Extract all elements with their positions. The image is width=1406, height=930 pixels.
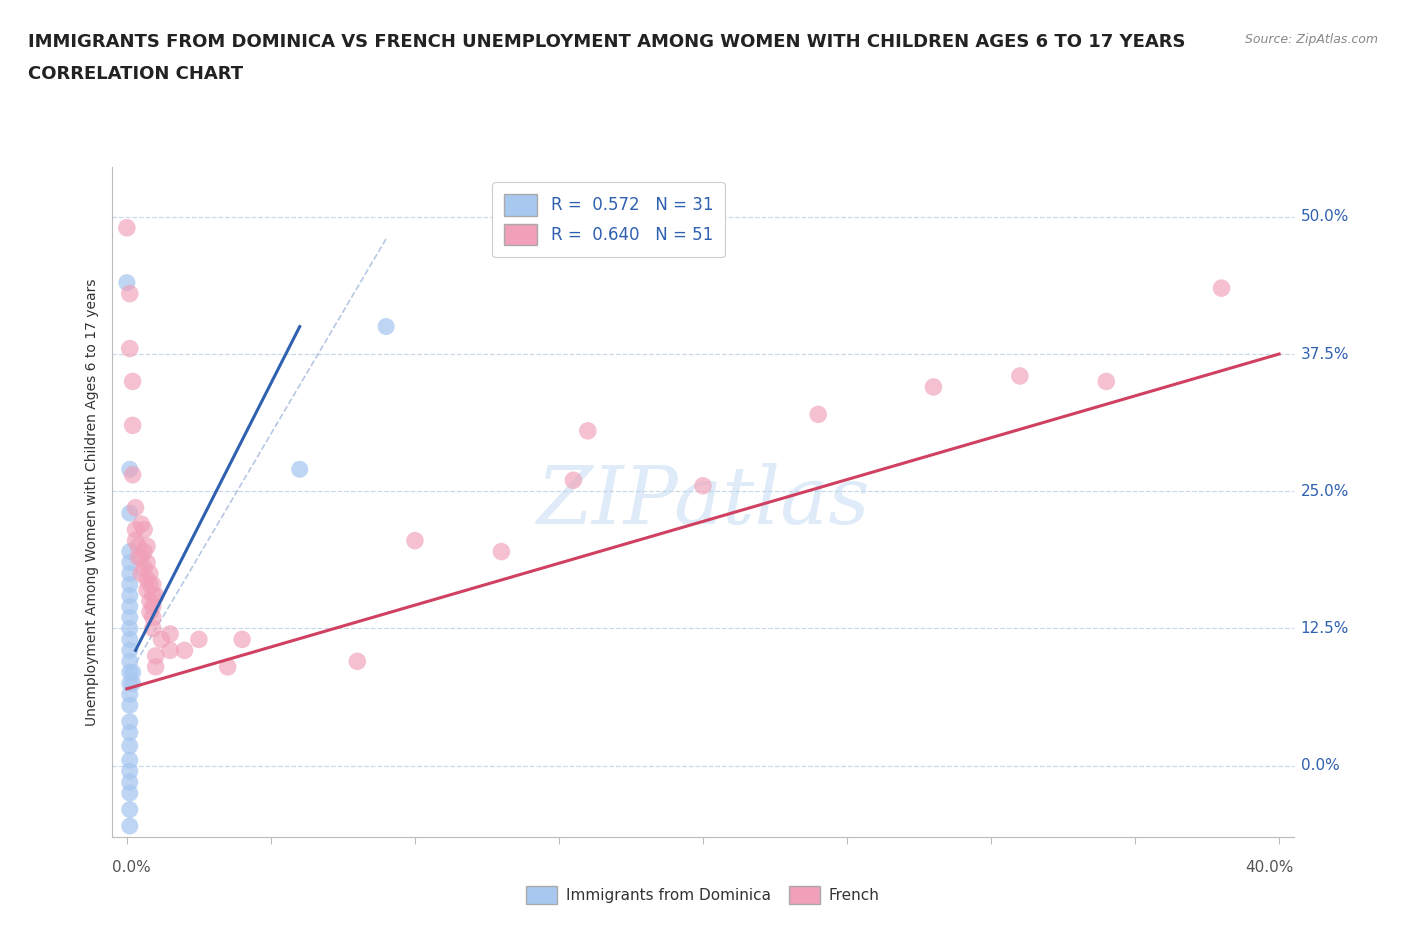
Point xyxy=(1211,281,1233,296)
Text: 0.0%: 0.0% xyxy=(112,860,152,875)
Point xyxy=(139,593,162,608)
Point xyxy=(139,604,162,619)
Point xyxy=(115,275,138,290)
Text: 25.0%: 25.0% xyxy=(1301,484,1348,498)
Point xyxy=(118,588,141,603)
Point xyxy=(375,319,398,334)
Point xyxy=(134,523,156,538)
Text: ZIPatlas: ZIPatlas xyxy=(536,463,870,541)
Point xyxy=(118,621,141,636)
Point xyxy=(124,500,146,515)
Point xyxy=(118,632,141,647)
Point xyxy=(129,550,152,565)
Point xyxy=(129,517,152,532)
Text: 12.5%: 12.5% xyxy=(1301,621,1348,636)
Point xyxy=(118,578,141,592)
Point xyxy=(115,220,138,235)
Point xyxy=(118,506,141,521)
Point xyxy=(136,555,159,570)
Point xyxy=(142,578,165,592)
Point xyxy=(145,648,167,663)
Text: 0.0%: 0.0% xyxy=(1301,758,1340,773)
Point xyxy=(118,714,141,729)
Point xyxy=(173,643,195,658)
Point xyxy=(922,379,945,394)
Point xyxy=(145,659,167,674)
Point xyxy=(139,578,162,592)
Point xyxy=(807,407,830,422)
Point xyxy=(118,698,141,712)
Y-axis label: Unemployment Among Women with Children Ages 6 to 17 years: Unemployment Among Women with Children A… xyxy=(86,278,100,726)
Point xyxy=(139,566,162,581)
Point xyxy=(692,478,714,493)
Point xyxy=(150,632,173,647)
Text: Source: ZipAtlas.com: Source: ZipAtlas.com xyxy=(1244,33,1378,46)
Point xyxy=(121,665,143,680)
Point xyxy=(1008,368,1031,383)
Point xyxy=(124,533,146,548)
Point xyxy=(118,599,141,614)
Point xyxy=(159,627,181,642)
Point xyxy=(136,572,159,587)
Point xyxy=(288,462,311,477)
Point xyxy=(127,550,149,565)
Point xyxy=(217,659,239,674)
Text: CORRELATION CHART: CORRELATION CHART xyxy=(28,65,243,83)
Legend: Immigrants from Dominica, French: Immigrants from Dominica, French xyxy=(520,880,886,910)
Point xyxy=(576,423,599,438)
Point xyxy=(118,566,141,581)
Point xyxy=(118,610,141,625)
Point xyxy=(159,643,181,658)
Point xyxy=(121,676,143,691)
Point xyxy=(118,752,141,767)
Point xyxy=(118,286,141,301)
Point xyxy=(118,341,141,356)
Point xyxy=(145,588,167,603)
Point xyxy=(404,533,426,548)
Point xyxy=(346,654,368,669)
Point xyxy=(118,654,141,669)
Point xyxy=(129,566,152,581)
Point xyxy=(127,538,149,553)
Point xyxy=(118,665,141,680)
Point xyxy=(118,462,141,477)
Point xyxy=(118,687,141,702)
Point xyxy=(142,621,165,636)
Point xyxy=(118,725,141,740)
Text: IMMIGRANTS FROM DOMINICA VS FRENCH UNEMPLOYMENT AMONG WOMEN WITH CHILDREN AGES 6: IMMIGRANTS FROM DOMINICA VS FRENCH UNEMP… xyxy=(28,33,1185,50)
Text: 40.0%: 40.0% xyxy=(1246,860,1294,875)
Point xyxy=(118,738,141,753)
Point xyxy=(118,544,141,559)
Point xyxy=(134,544,156,559)
Point xyxy=(142,610,165,625)
Text: 37.5%: 37.5% xyxy=(1301,347,1348,362)
Point xyxy=(121,374,143,389)
Point xyxy=(124,523,146,538)
Point xyxy=(121,418,143,432)
Point xyxy=(136,582,159,597)
Point xyxy=(118,676,141,691)
Point xyxy=(562,472,585,487)
Point xyxy=(231,632,253,647)
Text: 50.0%: 50.0% xyxy=(1301,209,1348,224)
Point xyxy=(136,538,159,553)
Point xyxy=(187,632,209,647)
Point xyxy=(118,764,141,778)
Point xyxy=(491,544,513,559)
Point xyxy=(134,561,156,576)
Point xyxy=(121,467,143,482)
Point xyxy=(118,555,141,570)
Point xyxy=(142,588,165,603)
Point xyxy=(118,786,141,801)
Point xyxy=(118,775,141,790)
Point xyxy=(118,818,141,833)
Point xyxy=(118,802,141,817)
Point xyxy=(142,599,165,614)
Point xyxy=(1095,374,1118,389)
Point xyxy=(118,643,141,658)
